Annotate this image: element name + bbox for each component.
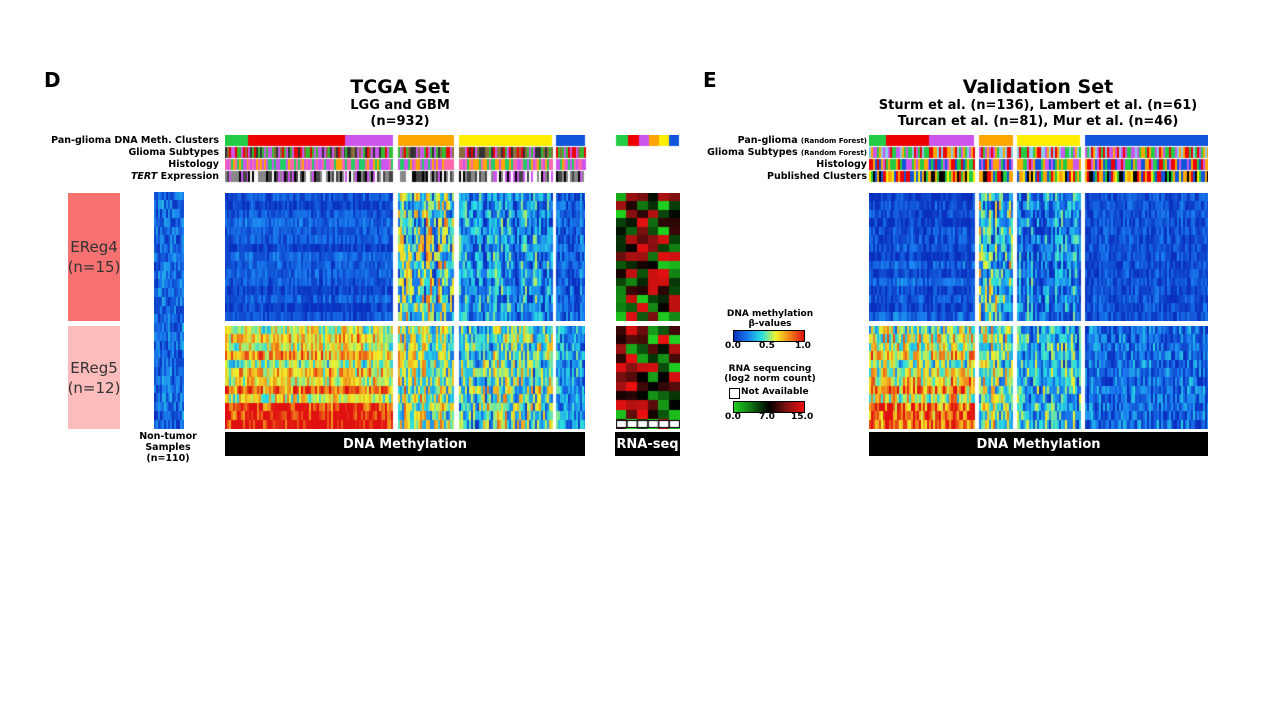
legend-rna-title-1: RNA sequencing: [728, 364, 812, 374]
heatmap-d-ereg5: [225, 326, 585, 429]
track-e-pan-glioma-note: (Random Forest): [800, 137, 867, 145]
track-label-pan-glioma-clusters: Pan-glioma DNA Meth. Clusters: [51, 135, 219, 146]
track-e-subtypes-note: (Random Forest): [800, 149, 867, 157]
legend-rna-gradient: [733, 401, 805, 413]
ereg5-box: EReg5 (n=12): [68, 326, 120, 429]
tert-expression-label: Expression: [160, 171, 219, 182]
heatmap-d-ereg4: [225, 193, 585, 321]
track-e-pan-glioma-main: Pan-glioma: [737, 135, 798, 146]
track-e-subtypes-main: Glioma Subtypes: [707, 147, 798, 158]
ereg5-name: EReg5: [70, 358, 118, 377]
legend-na-swatch: [729, 388, 740, 399]
panel-e-subtitle-2: Turcan et al. (n=81), Mur et al. (n=46): [897, 114, 1179, 129]
tert-gene-name: TERT: [130, 171, 158, 182]
ereg4-box: EReg4 (n=15): [68, 193, 120, 321]
panel-d-subtitle-2: (n=932): [370, 114, 430, 129]
legend-rna-title-2: (log2 norm count): [724, 374, 816, 384]
legend-rna-tick-mid: 7.0: [759, 412, 775, 422]
rna-seq-heatmap-ereg5: [616, 326, 680, 429]
track-label-e-pan-glioma: Pan-glioma (Random Forest): [738, 135, 867, 147]
non-tumor-line-3: (n=110): [146, 453, 190, 464]
ereg4-name: EReg4: [70, 238, 118, 256]
annotation-tracks-d: [225, 135, 685, 183]
non-tumor-label: Non-tumor Samples (n=110): [128, 431, 208, 464]
panel-letter-d: D: [44, 68, 61, 92]
legend-meth-title-1: DNA methylation: [726, 309, 814, 319]
track-label-glioma-subtypes: Glioma Subtypes: [128, 147, 220, 158]
panel-d-title: TCGA Set: [350, 76, 450, 98]
legend-rna-tick-max: 15.0: [791, 412, 814, 422]
track-label-tert-expression: TERT Expression: [131, 171, 219, 183]
track-label-e-histology: Histology: [816, 159, 867, 170]
rna-seq-heatmap-ereg4: [616, 193, 680, 321]
panel-letter-e: E: [703, 68, 717, 92]
dna-methylation-bar-e: DNA Methylation: [869, 432, 1208, 456]
non-tumor-line-2: Samples: [145, 442, 191, 453]
track-label-e-glioma-subtypes: Glioma Subtypes (Random Forest): [707, 147, 867, 159]
heatmap-e-ereg5: [869, 326, 1208, 429]
rna-seq-bar: RNA-seq: [615, 432, 680, 456]
non-tumor-line-1: Non-tumor: [139, 431, 197, 442]
legend-na-label: Not Available: [741, 387, 809, 397]
non-tumor-heatmap: [154, 192, 184, 429]
legend-meth-tick-1: 1.0: [795, 341, 811, 351]
annotation-tracks-e: [869, 135, 1208, 183]
dna-methylation-bar-d: DNA Methylation: [225, 432, 585, 456]
legend-meth-title-2: β-values: [748, 319, 792, 329]
ereg4-count: (n=15): [67, 258, 121, 276]
rna-seq-not-available-row: [616, 420, 680, 428]
track-label-e-published-clusters: Published Clusters: [767, 171, 867, 182]
legend-meth-tick-mid: 0.5: [759, 341, 775, 351]
panel-d-subtitle-1: LGG and GBM: [350, 98, 450, 113]
legend-meth-tick-0: 0.0: [725, 341, 741, 351]
panel-e-title: Validation Set: [962, 76, 1114, 98]
heatmap-e-ereg4: [869, 193, 1208, 321]
legend-rna-tick-0: 0.0: [725, 412, 741, 422]
track-label-histology: Histology: [168, 159, 219, 170]
panel-e-subtitle-1: Sturm et al. (n=136), Lambert et al. (n=…: [878, 98, 1198, 113]
legend-meth-gradient: [733, 330, 805, 342]
ereg5-count: (n=12): [67, 378, 121, 397]
